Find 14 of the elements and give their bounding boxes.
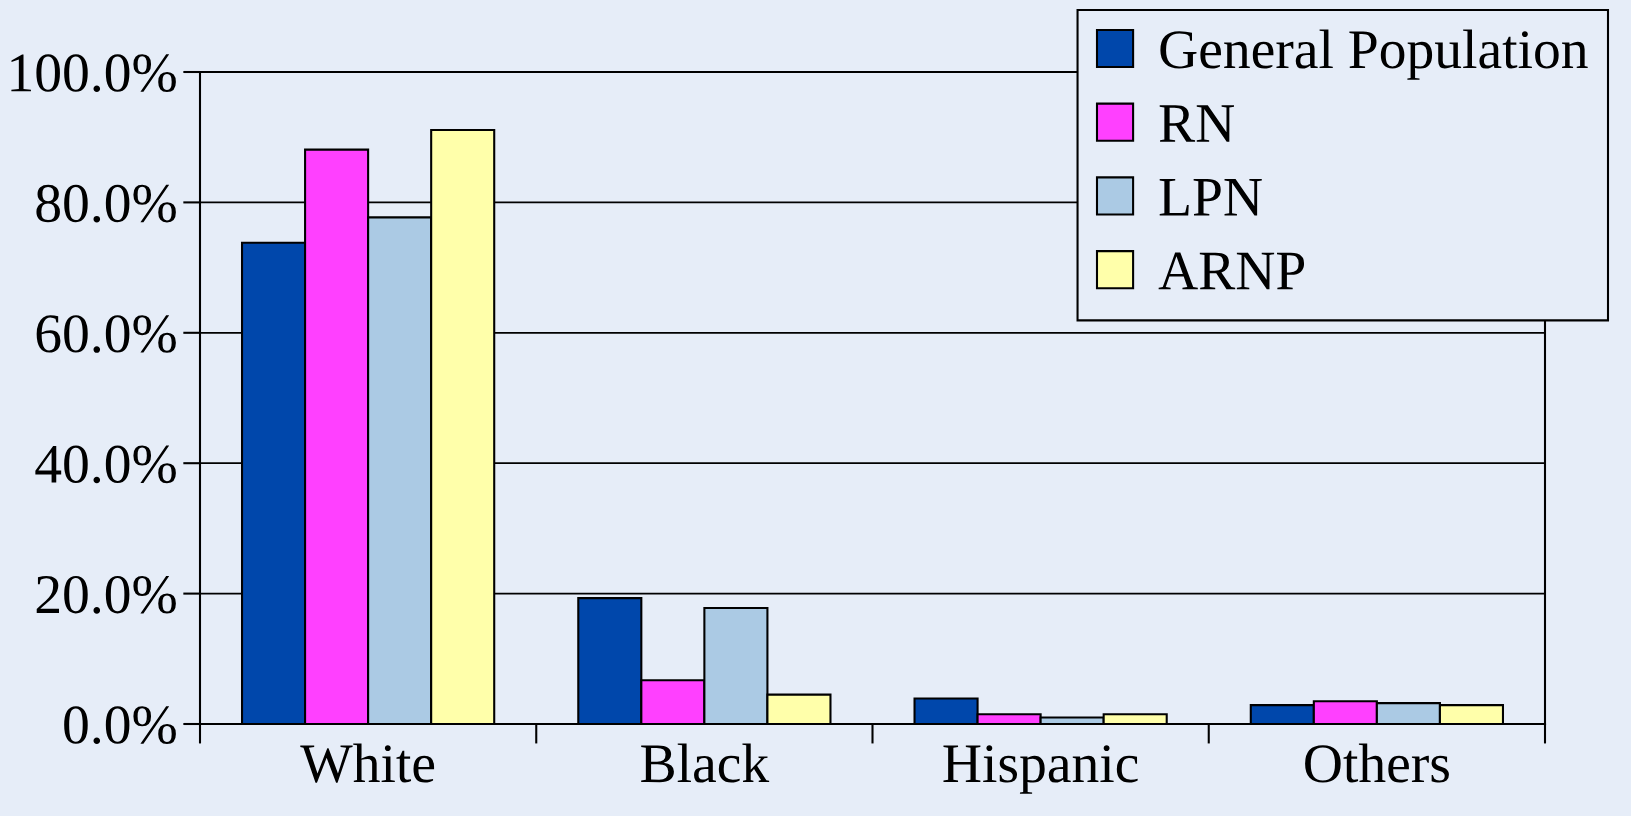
- y-tick-label: 60.0%: [36, 315, 176, 353]
- legend-label: LPN: [1159, 179, 1262, 216]
- y-tick-label: 0.0%: [64, 706, 176, 745]
- x-tick-label: Hispanic: [943, 745, 1138, 794]
- legend-label: RN: [1159, 105, 1234, 142]
- x-tick-label: White: [300, 743, 435, 783]
- y-tick-label: 20.0%: [36, 575, 176, 614]
- x-tick-label: Black: [641, 743, 770, 783]
- x-tick-label: Others: [1305, 743, 1449, 783]
- y-tick-label: 40.0%: [35, 445, 176, 484]
- y-tick-label: 100.0%: [11, 54, 176, 93]
- legend-label: ARNP: [1158, 252, 1305, 290]
- y-tick-label: 80.0%: [36, 184, 176, 223]
- legend-label: General Population: [1160, 29, 1588, 80]
